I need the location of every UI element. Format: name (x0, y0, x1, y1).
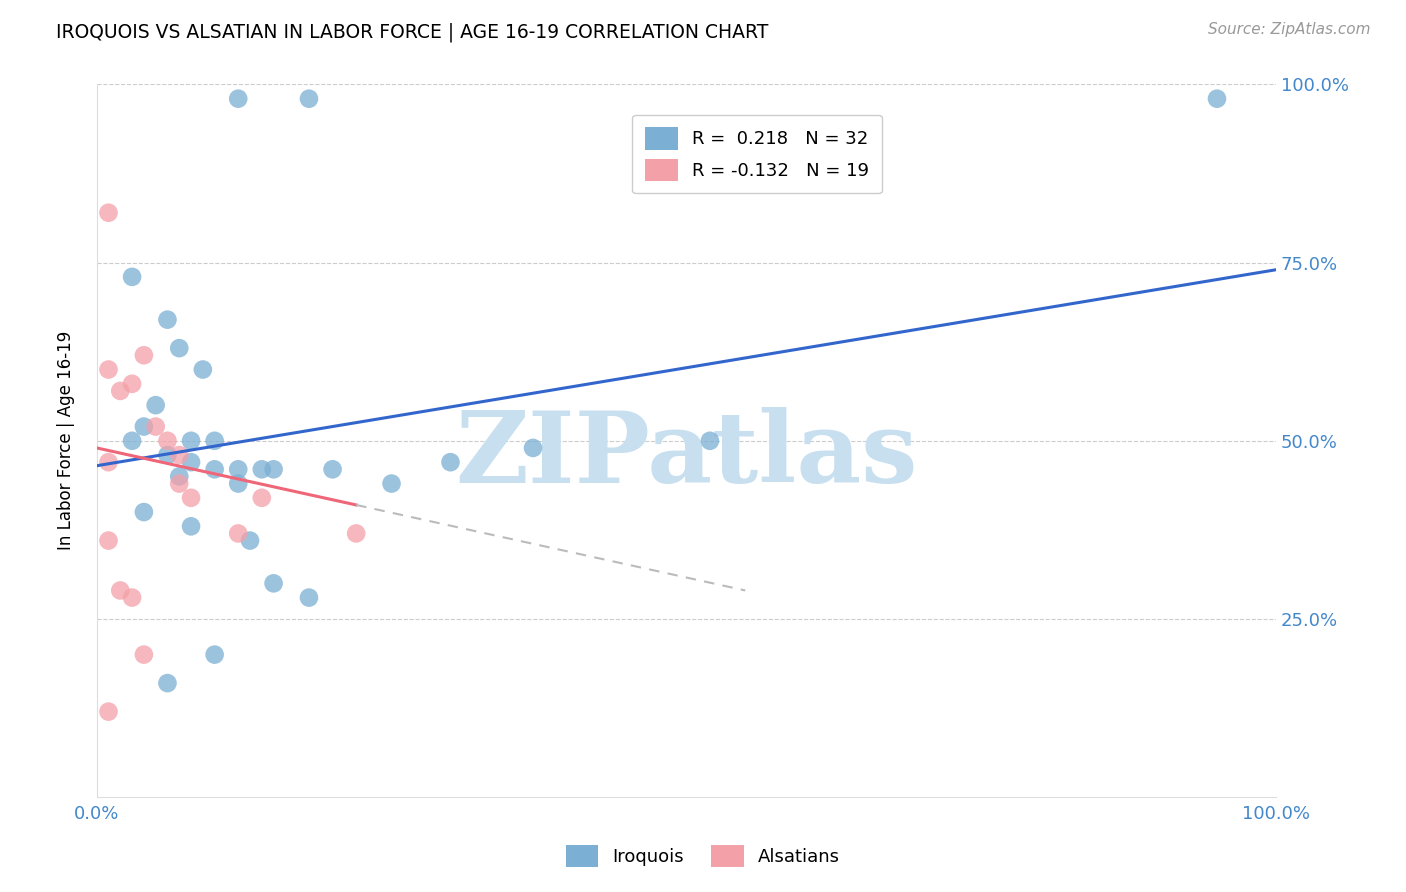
Point (226, 526, 249, 541)
Point (132, 648, 155, 662)
Point (263, 462, 285, 476)
Point (226, 462, 249, 476)
Point (263, 576, 285, 591)
Point (322, 462, 344, 476)
Point (226, 476, 249, 491)
Point (132, 348, 155, 362)
Point (97, 205, 120, 219)
Point (298, 591, 321, 605)
Point (180, 434, 202, 448)
Point (145, 419, 167, 434)
Point (239, 533, 262, 548)
Point (298, 92, 321, 106)
Point (522, 441, 544, 455)
Point (380, 476, 402, 491)
Point (180, 455, 202, 469)
Point (439, 455, 461, 469)
Point (110, 583, 132, 598)
Point (167, 341, 190, 355)
Point (97, 533, 120, 548)
Point (97, 362, 120, 376)
Point (121, 376, 143, 391)
Point (167, 476, 190, 491)
Point (167, 448, 190, 462)
Point (180, 519, 202, 533)
Point (132, 505, 155, 519)
Point (191, 362, 214, 376)
Point (180, 491, 202, 505)
Point (204, 434, 226, 448)
Y-axis label: In Labor Force | Age 16-19: In Labor Force | Age 16-19 (58, 331, 75, 550)
Point (156, 676, 179, 690)
Point (167, 469, 190, 483)
Point (250, 462, 273, 476)
Point (121, 591, 143, 605)
Point (97, 455, 120, 469)
Point (121, 269, 143, 284)
Point (97, 705, 120, 719)
Point (156, 312, 179, 326)
Point (204, 462, 226, 476)
Point (250, 491, 273, 505)
Point (344, 526, 367, 541)
Point (204, 648, 226, 662)
Legend: Iroquois, Alsatians: Iroquois, Alsatians (558, 838, 848, 874)
Point (145, 398, 167, 412)
Legend: R =  0.218   N = 32, R = -0.132   N = 19: R = 0.218 N = 32, R = -0.132 N = 19 (633, 115, 882, 194)
Point (699, 434, 721, 448)
Point (156, 434, 179, 448)
Point (156, 448, 179, 462)
Point (121, 434, 143, 448)
Point (226, 92, 249, 106)
Text: IROQUOIS VS ALSATIAN IN LABOR FORCE | AGE 16-19 CORRELATION CHART: IROQUOIS VS ALSATIAN IN LABOR FORCE | AG… (56, 22, 769, 42)
Point (1206, 92, 1229, 106)
Text: ZIPatlas: ZIPatlas (456, 407, 918, 504)
Point (132, 419, 155, 434)
Text: Source: ZipAtlas.com: Source: ZipAtlas.com (1208, 22, 1371, 37)
Point (110, 384, 132, 398)
